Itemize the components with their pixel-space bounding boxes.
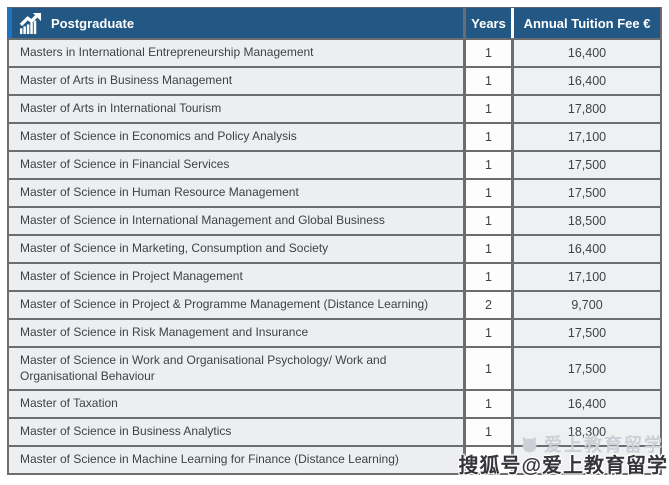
table-row: Master of Science in Machine Learning fo… (7, 445, 662, 475)
years-cell: 2 (463, 447, 514, 473)
years-cell: 2 (463, 292, 514, 318)
program-cell: Master of Science in Economics and Polic… (9, 124, 463, 150)
program-cell: Master of Arts in Business Management (9, 68, 463, 94)
program-cell: Master of Science in Machine Learning fo… (9, 447, 463, 473)
fee-cell: 17,500 (514, 152, 660, 178)
years-cell: 1 (463, 124, 514, 150)
program-cell: Master of Science in Work and Organisati… (9, 348, 463, 390)
table-row: Master of Arts in International Tourism … (7, 94, 662, 122)
years-cell: 1 (463, 180, 514, 206)
years-cell: 1 (463, 236, 514, 262)
header-cell-fee: Annual Tuition Fee € (523, 15, 651, 31)
program-cell: Master of Science in Project & Programme… (9, 292, 463, 318)
table-row: Master of Science in Economics and Polic… (7, 122, 662, 150)
tuition-fee-table: Postgraduate Years Annual Tuition Fee € … (7, 7, 662, 475)
chart-trending-up-icon (18, 11, 42, 35)
program-cell: Masters in International Entrepreneurshi… (9, 40, 463, 66)
fee-cell (514, 447, 660, 473)
table-row: Master of Science in Human Resource Mana… (7, 178, 662, 206)
table-row: Masters in International Entrepreneurshi… (7, 38, 662, 66)
program-cell: Master of Science in International Manag… (9, 208, 463, 234)
program-cell: Master of Science in Risk Management and… (9, 320, 463, 346)
program-cell: Master of Taxation (9, 391, 463, 418)
fee-cell: 17,500 (514, 348, 660, 390)
fee-cell: 9,700 (514, 292, 660, 318)
years-cell: 1 (463, 391, 514, 418)
years-cell: 1 (463, 208, 514, 234)
program-cell: Master of Arts in International Tourism (9, 96, 463, 122)
program-cell: Master of Science in Human Resource Mana… (9, 180, 463, 206)
years-cell: 1 (463, 320, 514, 346)
table-row: Master of Taxation 1 16,400 (7, 389, 662, 418)
fee-cell: 16,400 (514, 40, 660, 66)
fee-cell: 18,300 (514, 419, 660, 446)
years-cell: 1 (463, 419, 514, 446)
program-cell: Master of Science in Marketing, Consumpt… (9, 236, 463, 262)
program-cell: Master of Science in Project Management (9, 264, 463, 290)
years-cell: 1 (463, 348, 514, 390)
years-cell: 1 (463, 68, 514, 94)
program-cell: Master of Science in Financial Services (9, 152, 463, 178)
fee-cell: 18,500 (514, 208, 660, 234)
fee-cell: 16,400 (514, 236, 660, 262)
table-row: Master of Science in Business Analytics … (7, 417, 662, 446)
years-cell: 1 (463, 96, 514, 122)
fee-cell: 17,800 (514, 96, 660, 122)
table-row: Master of Science in Risk Management and… (7, 318, 662, 346)
fee-cell: 16,400 (514, 68, 660, 94)
fee-cell: 17,500 (514, 320, 660, 346)
table-row: Master of Science in Financial Services … (7, 150, 662, 178)
fee-cell: 17,100 (514, 124, 660, 150)
table-header-row: Postgraduate Years Annual Tuition Fee € (7, 7, 662, 38)
header-cell-postgraduate: Postgraduate (12, 8, 463, 38)
table-body: Masters in International Entrepreneurshi… (7, 38, 662, 475)
table-row: Master of Arts in Business Management 1 … (7, 66, 662, 94)
fee-cell: 17,100 (514, 264, 660, 290)
table-row: Master of Science in Marketing, Consumpt… (7, 234, 662, 262)
fee-cell: 17,500 (514, 180, 660, 206)
years-cell: 1 (463, 152, 514, 178)
program-cell: Master of Science in Business Analytics (9, 419, 463, 446)
table-title: Postgraduate (51, 15, 135, 31)
fee-cell: 16,400 (514, 391, 660, 418)
table-row: Master of Science in International Manag… (7, 206, 662, 234)
header-cell-years: Years (463, 8, 514, 38)
table-row: Master of Science in Project & Programme… (7, 290, 662, 318)
table-row: Master of Science in Work and Organisati… (7, 346, 662, 390)
table-row: Master of Science in Project Management … (7, 262, 662, 290)
years-cell: 1 (463, 264, 514, 290)
years-cell: 1 (463, 40, 514, 66)
